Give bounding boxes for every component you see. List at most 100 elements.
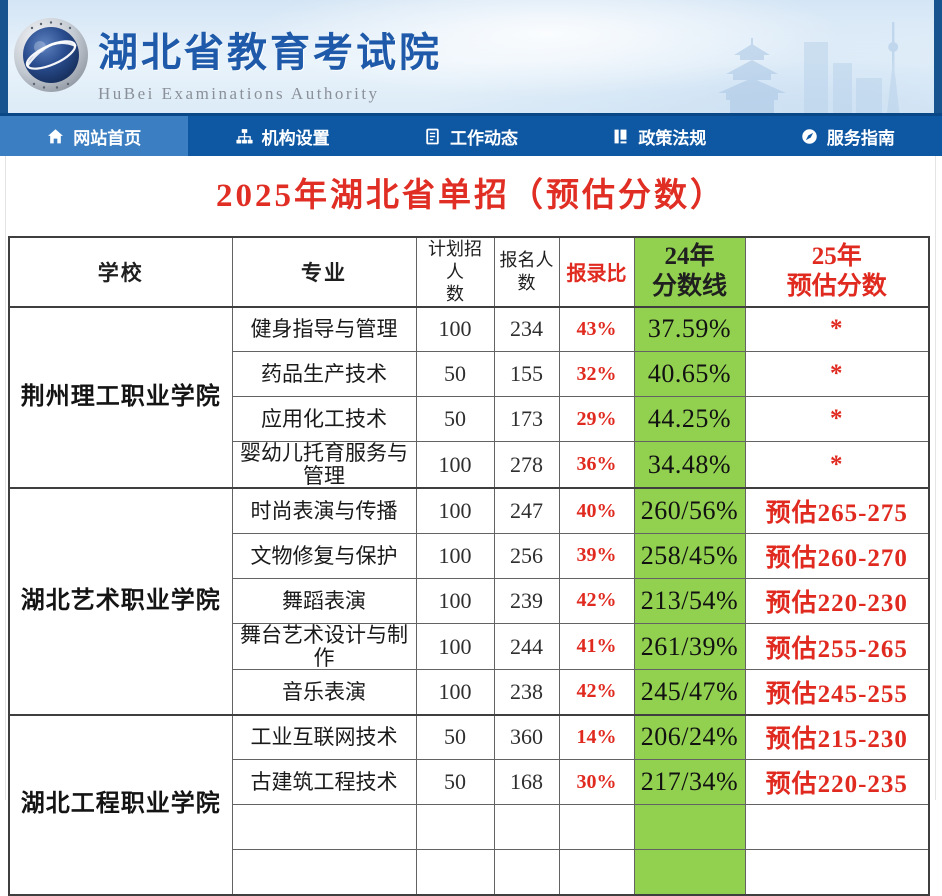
table-row: 音乐表演 100 238 42% 245/47% 预估245-255 — [9, 669, 930, 716]
applicants-cell: 173 — [493, 396, 560, 442]
school-cell: 湖北工程职业学院 — [8, 713, 233, 896]
applicants-cell: 247 — [493, 487, 560, 534]
major-cell: 婴幼儿托育服务与管理 — [231, 441, 417, 489]
score24-cell: 37.59% — [633, 305, 746, 352]
score25-cell: * — [744, 441, 930, 489]
plan-cell: 50 — [415, 759, 495, 806]
header-applicants: 报名人 数 — [493, 236, 560, 307]
score25-cell: 预估220-230 — [744, 577, 930, 624]
score25-cell: 预估215-230 — [744, 713, 930, 761]
header-school: 学校 — [8, 236, 233, 307]
score25-cell: * — [744, 396, 930, 442]
plan-cell: 100 — [415, 487, 495, 534]
header-score25: 25年 预估分数 — [744, 236, 930, 307]
home-icon — [47, 128, 64, 145]
table-row: 应用化工技术 50 173 29% 44.25% * — [9, 396, 930, 442]
applicants-cell: 238 — [493, 669, 560, 716]
nav-item-policy[interactable]: 政策法规 — [565, 116, 753, 156]
table-row: 湖北工程职业学院 工业互联网技术 50 360 14% 206/24% 预估215-230 — [8, 713, 930, 896]
nav-item-news[interactable]: 工作动态 — [377, 116, 565, 156]
page-title: 2025年湖北省单招（预估分数） — [216, 178, 726, 214]
org-chart-icon — [236, 128, 253, 145]
plan-cell: 100 — [415, 305, 495, 352]
plan-cell: 50 — [415, 396, 495, 442]
nav-item-guide[interactable]: 服务指南 — [754, 116, 942, 156]
major-cell — [231, 849, 417, 896]
site-subtitle: HuBei Examinations Authority — [98, 84, 380, 103]
plan-cell: 100 — [415, 441, 495, 489]
score25-cell: * — [744, 305, 930, 352]
major-cell: 文物修复与保护 — [231, 532, 417, 579]
score25-cell — [744, 804, 930, 851]
major-cell: 古建筑工程技术 — [231, 759, 417, 806]
table-row: 文物修复与保护 100 256 39% 258/45% 预估260-270 — [9, 532, 930, 579]
ratio-cell: 42% — [558, 669, 635, 716]
table-row: 婴幼儿托育服务与管理 100 278 36% 34.48% * — [9, 441, 930, 489]
score24-cell: 213/54% — [633, 577, 746, 624]
table-row: 湖北艺术职业学院 时尚表演与传播 100 247 40% 260/56% 预估265-275 — [8, 487, 930, 716]
nav-item-label: 服务指南 — [826, 128, 895, 148]
plan-cell: 100 — [415, 622, 495, 671]
school-cell: 荆州理工职业学院 — [8, 305, 233, 489]
score-table-wrap: 学校 专业 计划招人 数 报名人 数 报录比 24年 分数线 25年 预估分数 … — [8, 236, 930, 896]
ratio-cell — [558, 849, 635, 896]
major-cell: 舞台艺术设计与制作 — [231, 622, 417, 671]
site-logo[interactable] — [12, 16, 90, 94]
score24-cell: 261/39% — [633, 622, 746, 671]
plan-cell — [415, 804, 495, 851]
score24-cell — [633, 804, 746, 851]
table-row: 舞蹈表演 100 239 42% 213/54% 预估220-230 — [9, 577, 930, 624]
ratio-cell: 42% — [558, 577, 635, 624]
book-icon — [612, 128, 629, 145]
plan-cell: 100 — [415, 532, 495, 579]
score24-cell — [633, 849, 746, 896]
ratio-cell: 14% — [558, 713, 635, 761]
score24-cell: 260/56% — [633, 487, 746, 534]
school-cell: 湖北艺术职业学院 — [8, 487, 233, 716]
applicants-cell: 256 — [493, 532, 560, 579]
nav-item-home[interactable]: 网站首页 — [0, 116, 189, 156]
header-score24: 24年 分数线 — [633, 236, 746, 307]
applicants-cell: 168 — [493, 759, 560, 806]
skyline-illustration — [718, 22, 900, 113]
page-content: 2025年湖北省单招（预估分数） 学校 专业 计划招人 数 报名人 数 报录比 … — [0, 156, 942, 896]
score24-cell: 34.48% — [633, 441, 746, 489]
major-cell: 健身指导与管理 — [231, 305, 417, 352]
applicants-cell: 155 — [493, 351, 560, 397]
score24-cell: 245/47% — [633, 669, 746, 716]
score25-cell: 预估245-255 — [744, 669, 930, 716]
header-major: 专业 — [231, 236, 417, 307]
table-row: 荆州理工职业学院 健身指导与管理 100 234 43% 37.59% * — [8, 305, 930, 489]
ratio-cell — [558, 804, 635, 851]
score-table-body: 荆州理工职业学院 健身指导与管理 100 234 43% 37.59% * 药品生产技术 50 1… — [8, 305, 930, 896]
applicants-cell: 234 — [493, 305, 560, 352]
header-left-border — [0, 0, 8, 113]
major-cell: 时尚表演与传播 — [231, 487, 417, 534]
content-left-edge — [5, 156, 6, 800]
site-header: 湖北省教育考试院 HuBei Examinations Authority — [0, 0, 942, 113]
header-plan: 计划招人 数 — [415, 236, 495, 307]
table-row: 药品生产技术 50 155 32% 40.65% * — [9, 351, 930, 397]
score24-cell: 40.65% — [633, 351, 746, 397]
header-background — [0, 0, 942, 113]
major-cell: 舞蹈表演 — [231, 577, 417, 624]
nav-item-label: 政策法规 — [638, 128, 707, 148]
table-row: 舞台艺术设计与制作 100 244 41% 261/39% 预估255-265 — [9, 622, 930, 671]
plan-cell: 50 — [415, 713, 495, 761]
ratio-cell: 39% — [558, 532, 635, 579]
score25-cell: 预估220-235 — [744, 759, 930, 806]
ratio-cell: 30% — [558, 759, 635, 806]
major-cell — [231, 804, 417, 851]
major-cell: 药品生产技术 — [231, 351, 417, 397]
header-right-border — [934, 0, 942, 113]
table-header-row: 学校 专业 计划招人 数 报名人 数 报录比 24年 分数线 25年 预估分数 — [8, 236, 930, 307]
score24-cell: 206/24% — [633, 713, 746, 761]
applicants-cell: 278 — [493, 441, 560, 489]
applicants-cell — [493, 804, 560, 851]
score24-cell: 258/45% — [633, 532, 746, 579]
compass-icon — [801, 128, 818, 145]
nav-item-org[interactable]: 机构设置 — [188, 116, 376, 156]
ratio-cell: 36% — [558, 441, 635, 489]
score25-cell — [744, 849, 930, 896]
applicants-cell: 239 — [493, 577, 560, 624]
